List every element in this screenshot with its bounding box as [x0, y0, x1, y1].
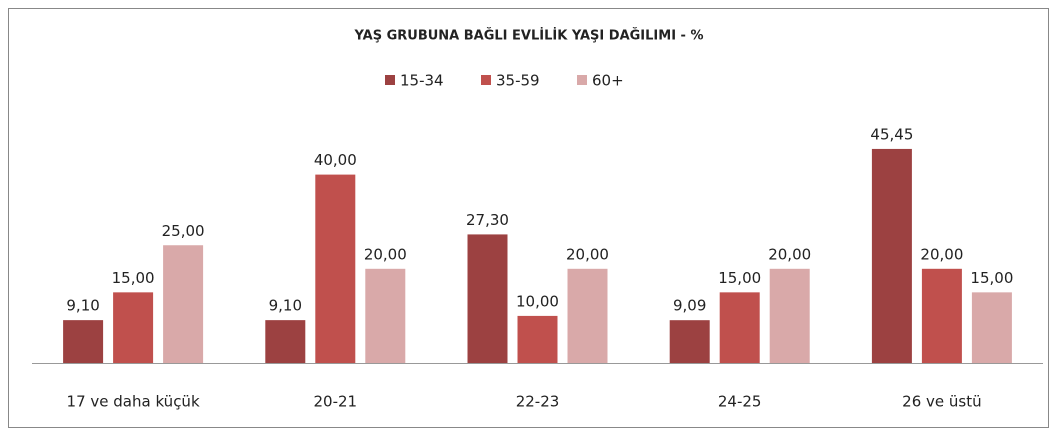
- data-label: 9,10: [66, 297, 99, 315]
- data-label: 10,00: [516, 292, 559, 310]
- data-label: 20,00: [566, 245, 609, 263]
- legend-label: 35-59: [496, 72, 540, 90]
- data-label: 20,00: [768, 245, 811, 263]
- bar: [265, 320, 306, 363]
- bar: [971, 292, 1012, 363]
- data-label: 25,00: [162, 222, 205, 240]
- bar: [921, 268, 962, 363]
- data-label: 20,00: [364, 245, 407, 263]
- bar: [517, 315, 558, 363]
- bar: [467, 234, 508, 363]
- data-label: 15,00: [970, 269, 1013, 287]
- data-label: 9,09: [673, 297, 706, 315]
- data-label: 40,00: [314, 151, 357, 169]
- legend-swatch: [385, 75, 395, 85]
- x-tick-label: 24-25: [718, 393, 762, 411]
- bar: [63, 320, 104, 363]
- data-label: 45,45: [870, 125, 913, 143]
- bar: [669, 320, 710, 363]
- x-tick-label: 26 ve üstü: [902, 393, 981, 411]
- legend-label: 15-34: [400, 72, 444, 90]
- data-label: 20,00: [920, 245, 963, 263]
- legend-swatch: [577, 75, 587, 85]
- data-label: 9,10: [269, 297, 302, 315]
- bar: [163, 245, 204, 363]
- x-tick-label: 20-21: [314, 393, 358, 411]
- bar: [315, 174, 356, 363]
- chart-title: YAŞ GRUBUNA BAĞLI EVLİLİK YAŞI DAĞILIMI …: [353, 28, 703, 44]
- data-label: 27,30: [466, 211, 509, 229]
- legend-swatch: [481, 75, 491, 85]
- bar: [365, 268, 406, 363]
- data-label: 15,00: [718, 269, 761, 287]
- bar: [719, 292, 760, 363]
- bar: [769, 268, 810, 363]
- legend-label: 60+: [592, 72, 624, 90]
- x-tick-label: 17 ve daha küçük: [67, 393, 200, 411]
- bar: [871, 148, 912, 363]
- bar: [113, 292, 154, 363]
- x-tick-label: 22-23: [516, 393, 560, 411]
- data-label: 15,00: [112, 269, 155, 287]
- bar: [567, 268, 608, 363]
